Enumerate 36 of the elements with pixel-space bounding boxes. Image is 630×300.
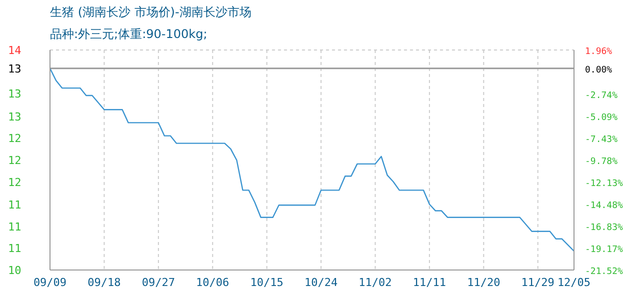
y-tick-label: 13 (8, 110, 22, 124)
x-tick-label: 11/20 (467, 276, 500, 289)
x-tick-label: 11/02 (358, 276, 392, 289)
y2-tick-label: 1.96% (585, 47, 613, 57)
y2-tick-label: -7.43% (585, 134, 618, 145)
x-tick-label: 10/24 (304, 276, 338, 289)
y-tick-label: 11 (8, 220, 22, 234)
y-tick-label: 11 (8, 198, 22, 212)
x-tick-label: 09/18 (88, 276, 121, 289)
y2-tick-label: -2.74% (585, 91, 618, 102)
line-series (50, 68, 574, 252)
chart-title: 生猪 (湖南长沙 市场价)-湖南长沙市场 (50, 4, 252, 21)
y-tick-label: 12 (8, 176, 22, 189)
y2-tick-label: -21.52% (585, 267, 624, 277)
y-tick-label: 12 (8, 154, 22, 167)
y-tick-label: 12 (8, 132, 22, 146)
y2-tick-label: -19.17% (585, 244, 624, 255)
y-tick-label: 13 (8, 88, 22, 101)
y2-tick-label: 0.00% (585, 65, 613, 76)
x-tick-label: 11/11 (412, 276, 446, 289)
y2-tick-label: -9.78% (585, 157, 618, 167)
x-tick-label: 12/05 (557, 276, 591, 289)
y-tick-label: 11 (8, 242, 22, 256)
y2-tick-label: -5.09% (585, 113, 618, 124)
chart-subtitle: 品种:外三元;体重:90-100kg; (50, 26, 208, 43)
x-tick-label: 09/09 (33, 276, 67, 289)
y2-tick-label: -12.13% (585, 179, 624, 190)
x-tick-label: 10/15 (250, 276, 284, 289)
y-tick-label: 14 (8, 44, 22, 57)
x-tick-label: 11/29 (521, 276, 554, 289)
y2-tick-label: -16.83% (585, 223, 624, 234)
y-tick-label: 10 (8, 264, 22, 277)
y-tick-label: 13 (8, 62, 22, 76)
y2-tick-label: -14.48% (585, 201, 624, 212)
x-tick-label: 10/06 (196, 276, 230, 289)
x-tick-label: 09/27 (142, 276, 175, 289)
